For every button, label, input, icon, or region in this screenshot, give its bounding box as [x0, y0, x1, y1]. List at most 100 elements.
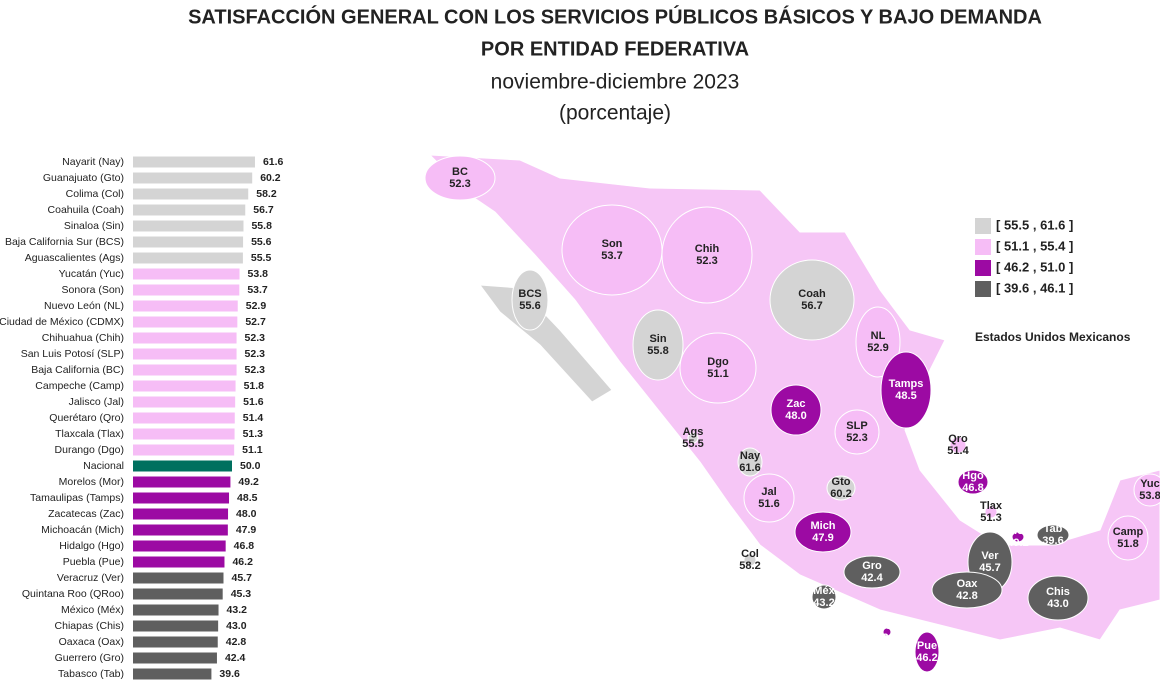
map-value: 52.3: [449, 178, 470, 190]
value-label: 51.1: [242, 444, 263, 456]
map-value: 61.6: [739, 462, 760, 474]
bar-label: Tlaxcala (Tlax): [55, 428, 124, 440]
map-region: [769, 259, 855, 341]
map-label: Méx: [813, 585, 835, 597]
bar-label: Sinaloa (Sin): [64, 220, 124, 232]
map-label: Gto: [832, 476, 851, 488]
map-region: [811, 584, 837, 610]
unit: (porcentaje): [559, 102, 671, 125]
legend-swatch: [975, 260, 991, 276]
bar: [133, 460, 232, 472]
bar: [133, 652, 217, 664]
bar-label: San Luis Potosí (SLP): [21, 348, 124, 360]
map-value: 51.6: [758, 498, 779, 510]
bar: [133, 396, 236, 408]
map-value: 42.4: [861, 572, 883, 584]
map-value: 51.8: [1117, 538, 1138, 550]
value-label: 51.4: [243, 412, 264, 424]
bar: [133, 204, 246, 216]
bar-label: Yucatán (Yuc): [59, 268, 124, 280]
bar: [133, 508, 229, 520]
map-label: Camp: [1113, 526, 1144, 538]
bar: [133, 588, 223, 600]
map-label: SLP: [846, 420, 867, 432]
value-label: 49.2: [238, 476, 259, 488]
map-label: Tlax: [980, 500, 1003, 512]
bar: [133, 188, 249, 200]
bar: [133, 540, 226, 552]
map-region: [1027, 575, 1089, 621]
map-value: 51.1: [707, 368, 728, 380]
map-value: 53.8: [1139, 490, 1160, 502]
map-value: 45.7: [979, 562, 1000, 574]
map-value: 43.2: [813, 597, 834, 609]
bar-label: Quintana Roo (QRoo): [22, 588, 124, 600]
value-label: 42.4: [225, 652, 246, 664]
bar: [133, 316, 238, 328]
map-label: NL: [871, 330, 886, 342]
bar-label: Sonora (Son): [62, 284, 124, 296]
bar: [133, 524, 228, 536]
title: SATISFACCIÓN GENERAL CON LOS SERVICIOS P…: [188, 4, 1042, 28]
bar-label: Aguascalientes (Ags): [25, 252, 124, 264]
map-label: Hgo: [962, 470, 984, 482]
subtitle: noviembre-diciembre 2023: [491, 71, 740, 94]
map-value: 39.6: [1042, 535, 1063, 547]
bar-label: Coahuila (Coah): [48, 204, 124, 216]
map-region: [1036, 524, 1070, 546]
map-label: Chis: [1046, 586, 1070, 598]
bar: [133, 236, 244, 248]
bar: [133, 332, 237, 344]
map-label: Qro: [948, 433, 968, 445]
value-label: 58.2: [256, 188, 277, 200]
map-region: [511, 269, 549, 331]
map-label: Ags: [683, 426, 704, 438]
bar-label: Michoacán (Mich): [41, 524, 124, 536]
value-label: 55.6: [251, 236, 272, 248]
map-label: Ver: [981, 550, 999, 562]
map-label: Pue: [917, 640, 937, 652]
legend-swatch: [975, 239, 991, 255]
value-label: 45.3: [231, 588, 252, 600]
bar-label: Guanajuato (Gto): [43, 172, 124, 184]
value-label: 52.3: [245, 364, 266, 376]
bar-label: Nacional: [83, 460, 124, 472]
map-region: [855, 306, 901, 378]
map-label: Coah: [798, 288, 826, 300]
legend-label: [ 46.2 , 51.0 ]: [996, 259, 1073, 274]
bar: [133, 572, 224, 584]
map-region: [834, 409, 880, 455]
map-value: 46.2: [916, 652, 937, 664]
map-region: [957, 469, 989, 495]
value-label: 39.6: [219, 668, 240, 680]
value-label: 53.7: [247, 284, 268, 296]
bar-label: Nayarit (Nay): [62, 156, 124, 168]
value-label: 51.3: [243, 428, 264, 440]
value-label: 46.8: [234, 540, 255, 552]
bar: [133, 252, 243, 264]
bar: [133, 476, 231, 488]
map-region: [743, 553, 757, 567]
bar-label: Puebla (Pue): [63, 556, 124, 568]
bar: [133, 444, 235, 456]
map-label: BCS: [518, 288, 541, 300]
bar: [133, 284, 240, 296]
bar-label: Baja California (BC): [31, 364, 124, 376]
bar: [133, 556, 225, 568]
map-region: [880, 351, 932, 429]
map-value: 55.6: [519, 300, 540, 312]
map-label: Son: [602, 238, 623, 250]
bar-label: Jalisco (Jal): [69, 396, 124, 408]
map-value: 52.7: [876, 632, 897, 644]
value-label: 43.2: [227, 604, 248, 616]
bar: [133, 364, 237, 376]
map-value: 48.0: [785, 410, 806, 422]
bar-label: Baja California Sur (BCS): [5, 236, 124, 248]
value-label: 46.2: [232, 556, 253, 568]
bar-label: Veracruz (Ver): [57, 572, 124, 584]
bar: [133, 172, 253, 184]
value-label: 48.5: [237, 492, 258, 504]
map-value: 53.7: [601, 250, 622, 262]
map-region: [882, 627, 892, 637]
value-label: 52.3: [245, 332, 266, 344]
